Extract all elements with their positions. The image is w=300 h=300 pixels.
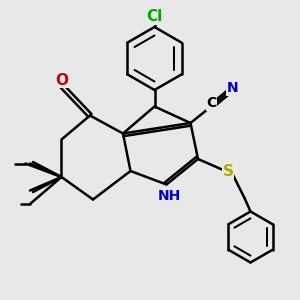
Text: O: O — [55, 73, 68, 88]
Text: C: C — [206, 96, 217, 110]
Text: N: N — [227, 81, 238, 95]
Text: NH: NH — [158, 189, 181, 203]
Text: S: S — [223, 164, 233, 178]
Text: Cl: Cl — [146, 9, 163, 24]
